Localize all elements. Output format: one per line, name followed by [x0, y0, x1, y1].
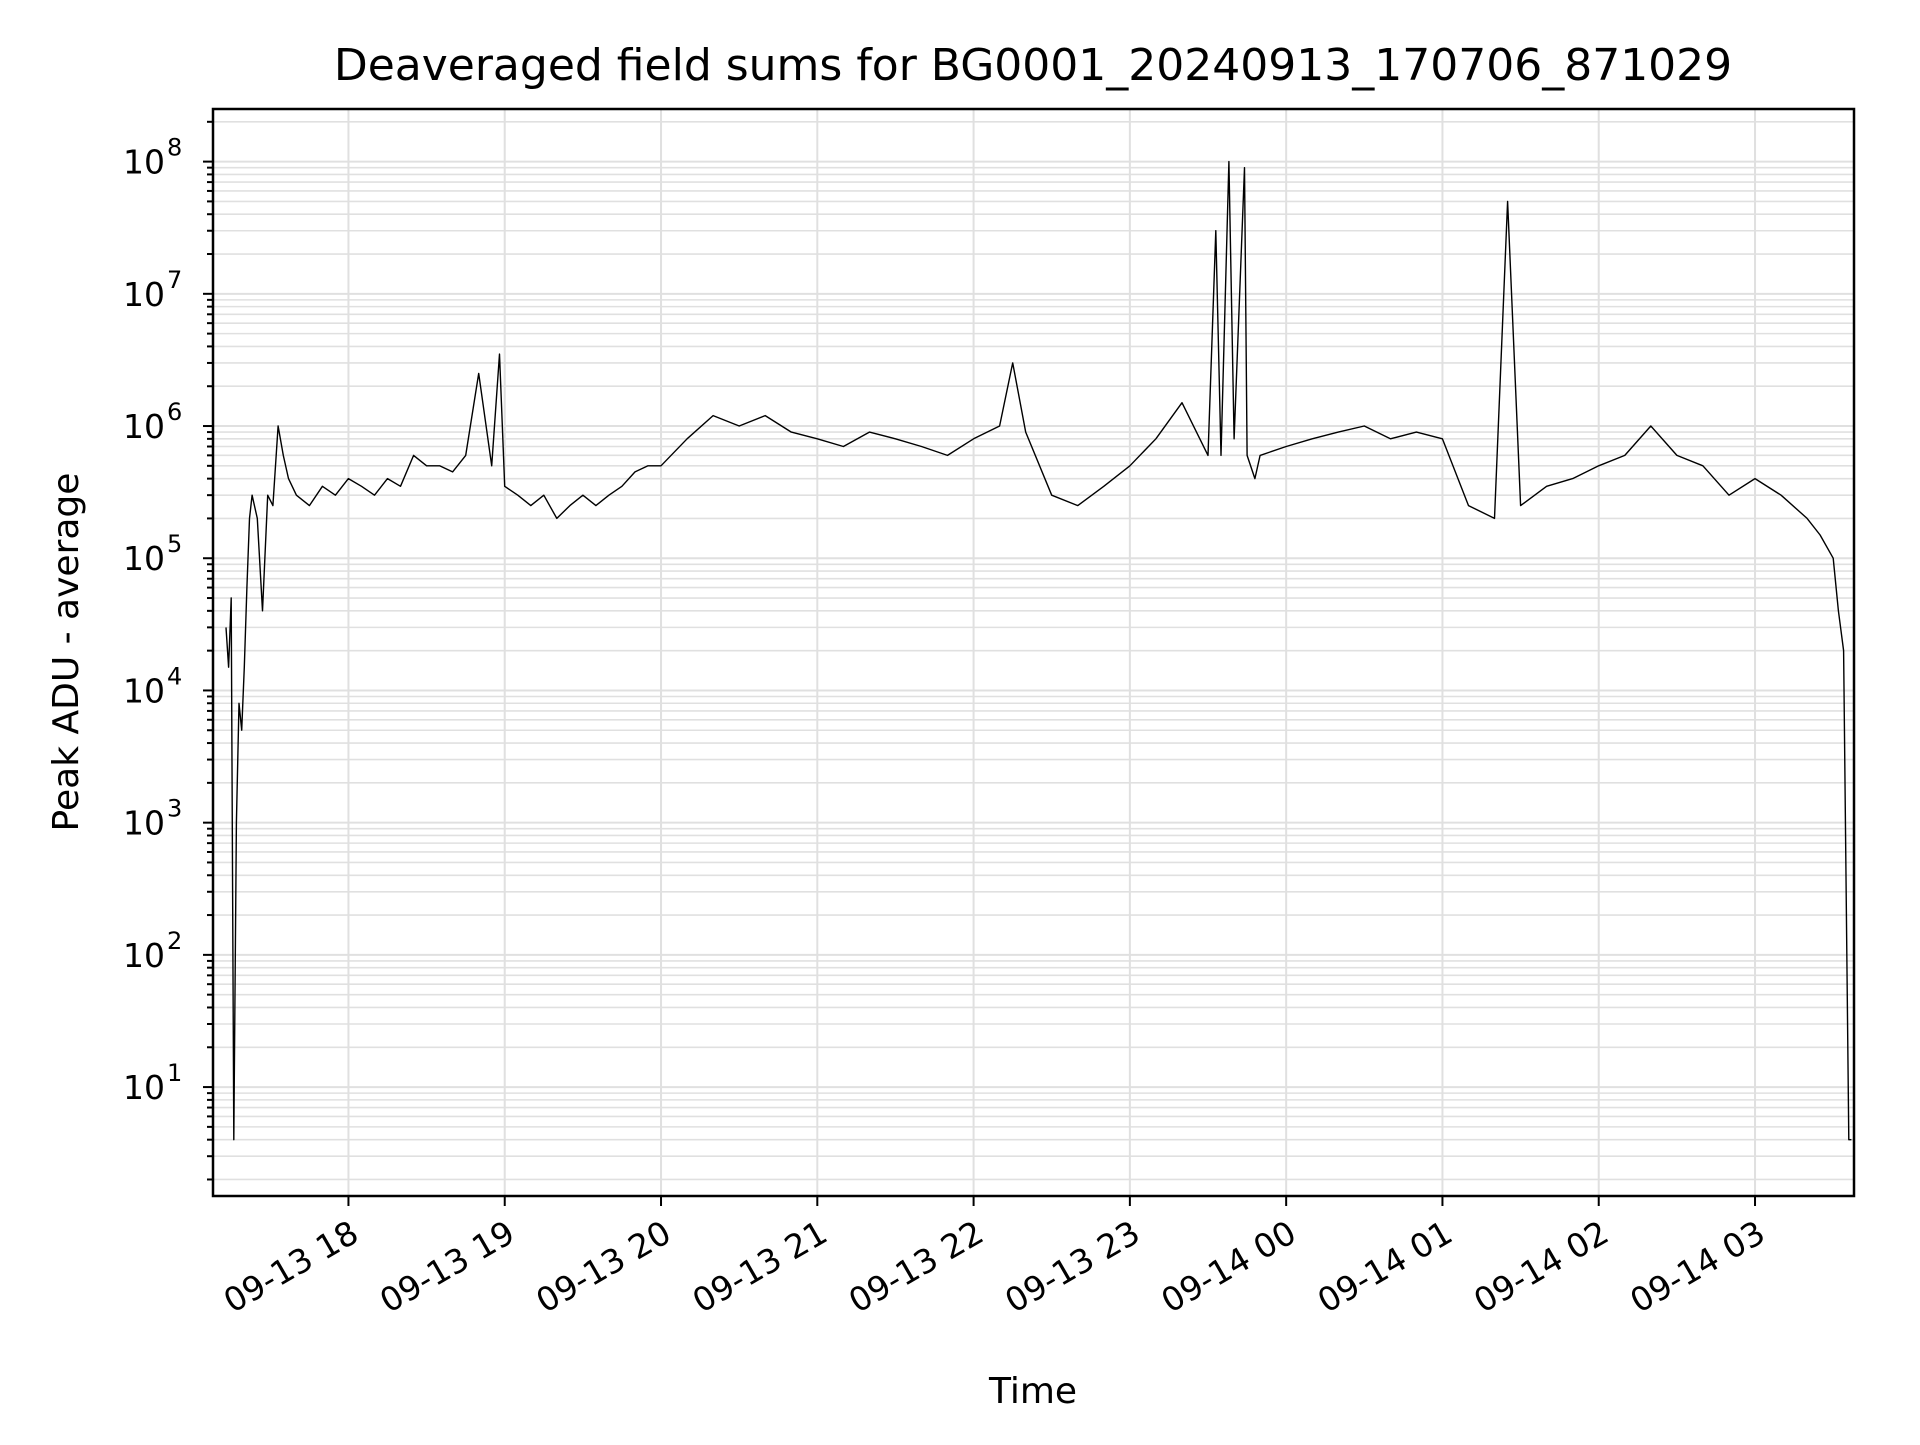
chart-title: Deaveraged field sums for BG0001_2024091…: [334, 40, 1732, 91]
y-tick-label: 10: [123, 936, 165, 975]
y-tick-exponent: 3: [167, 795, 182, 823]
x-axis-label: Time: [988, 1371, 1077, 1412]
y-axis-label: Peak ADU - average: [46, 473, 87, 832]
y-tick-exponent: 2: [167, 927, 182, 955]
y-tick-exponent: 5: [167, 530, 182, 558]
y-tick-exponent: 8: [167, 134, 182, 162]
y-tick-label: 10: [123, 143, 165, 182]
grid-layer: [213, 109, 1854, 1196]
y-tick-exponent: 1: [167, 1059, 182, 1087]
y-tick-exponent: 7: [167, 266, 182, 294]
y-tick-label: 10: [123, 407, 165, 446]
y-tick-label: 10: [123, 539, 165, 578]
y-tick-label: 10: [123, 1068, 165, 1107]
plot-frame: [211, 107, 1856, 1198]
y-tick-label: 10: [123, 275, 165, 314]
series-line-0: [225, 160, 1852, 1141]
y-tick-exponent: 6: [167, 398, 182, 426]
y-tick-label: 10: [123, 804, 165, 843]
y-tick-exponent: 4: [167, 662, 182, 690]
y-tick-label: 10: [123, 671, 165, 710]
series-layer: [225, 160, 1852, 1141]
